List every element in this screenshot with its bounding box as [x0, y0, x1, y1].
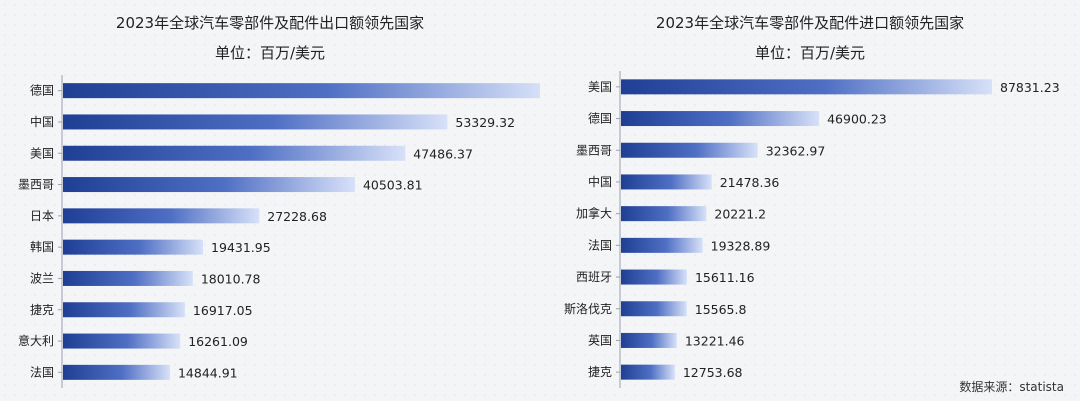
- category-label: 法国: [588, 238, 612, 252]
- bar: [621, 301, 687, 317]
- import-chart-subtitle: 单位：百万/美元: [754, 44, 866, 62]
- bar: [621, 237, 703, 253]
- source-note: 数据来源：statista: [959, 380, 1064, 394]
- bar: [621, 269, 687, 285]
- bar-value-label: 15565.8: [695, 302, 747, 317]
- bar-value-label: 14844.91: [178, 365, 238, 380]
- bar-value-label: 19328.89: [711, 238, 771, 253]
- bar-value-label: 16917.05: [193, 303, 253, 318]
- bar: [63, 145, 406, 161]
- bar-value-label: 15611.16: [695, 270, 755, 285]
- bar: [63, 364, 170, 380]
- category-label: 波兰: [30, 271, 54, 285]
- category-label: 墨西哥: [576, 143, 612, 157]
- bar-value-label: 46900.23: [827, 112, 887, 127]
- export-chart-title: 2023年全球汽车零部件及配件出口额领先国家: [115, 14, 425, 32]
- category-label: 捷克: [588, 365, 612, 379]
- export-chart: 2023年全球汽车零部件及配件出口额领先国家 单位：百万/美元 德国66456.…: [18, 14, 540, 388]
- bar: [621, 364, 675, 380]
- bar: [63, 83, 540, 99]
- category-label: 美国: [30, 146, 54, 160]
- bar-value-label: 53329.32: [455, 115, 515, 130]
- bar-value-label: 18010.78: [201, 271, 261, 286]
- bar-value-label: 16261.09: [188, 334, 248, 349]
- bar-value-label: 47486.37: [413, 146, 473, 161]
- bar: [621, 206, 707, 222]
- bar: [621, 174, 712, 190]
- bar-value-label: 21478.36: [720, 175, 780, 190]
- bar: [63, 270, 193, 286]
- bar: [621, 111, 820, 127]
- bar-value-label: 27228.68: [267, 209, 327, 224]
- category-label: 意大利: [18, 333, 54, 348]
- bar-value-label: 20221.2: [714, 207, 766, 222]
- category-label: 美国: [588, 80, 612, 94]
- category-label: 斯洛伐克: [564, 301, 612, 316]
- category-label: 韩国: [30, 239, 54, 254]
- bar: [63, 208, 260, 224]
- export-chart-subtitle: 单位：百万/美元: [214, 44, 326, 62]
- category-label: 墨西哥: [18, 178, 54, 192]
- bar-value-label: 32362.97: [766, 143, 826, 158]
- category-label: 英国: [588, 333, 612, 347]
- category-label: 德国: [30, 83, 54, 98]
- bar: [621, 142, 758, 158]
- category-label: 日本: [30, 209, 54, 223]
- import-chart-plot: 美国 87831.23 德国 46900.23 墨西哥 32362.97 中国 21478.3…: [564, 71, 1060, 388]
- export-chart-plot: 德国66456.52中国53329.32美国47486.37墨西哥40503.8…: [18, 75, 540, 388]
- bar-value-label: 19431.95: [211, 240, 271, 255]
- bar: [63, 333, 181, 349]
- bar-value-label: 12753.68: [683, 365, 743, 380]
- category-label: 加拿大: [576, 206, 612, 221]
- category-label: 中国: [588, 174, 612, 189]
- category-label: 西班牙: [576, 270, 612, 284]
- bar-value-label: 40503.81: [363, 178, 423, 193]
- category-label: 捷克: [30, 303, 54, 317]
- bar: [621, 332, 677, 348]
- import-chart: 2023年全球汽车零部件及配件进口额领先国家 单位：百万/美元 美国 87831.…: [540, 0, 1080, 401]
- bar-value-label: 13221.46: [685, 333, 745, 348]
- bar: [63, 239, 204, 255]
- category-label: 中国: [30, 114, 54, 129]
- category-label: 法国: [30, 365, 54, 379]
- category-label: 德国: [588, 111, 612, 126]
- import-chart-title: 2023年全球汽车零部件及配件进口额领先国家: [655, 14, 965, 32]
- bar: [63, 177, 355, 193]
- bar: [621, 79, 992, 95]
- bar-value-label: 87831.23: [1000, 80, 1060, 95]
- bar: [63, 114, 448, 130]
- bar: [63, 302, 185, 318]
